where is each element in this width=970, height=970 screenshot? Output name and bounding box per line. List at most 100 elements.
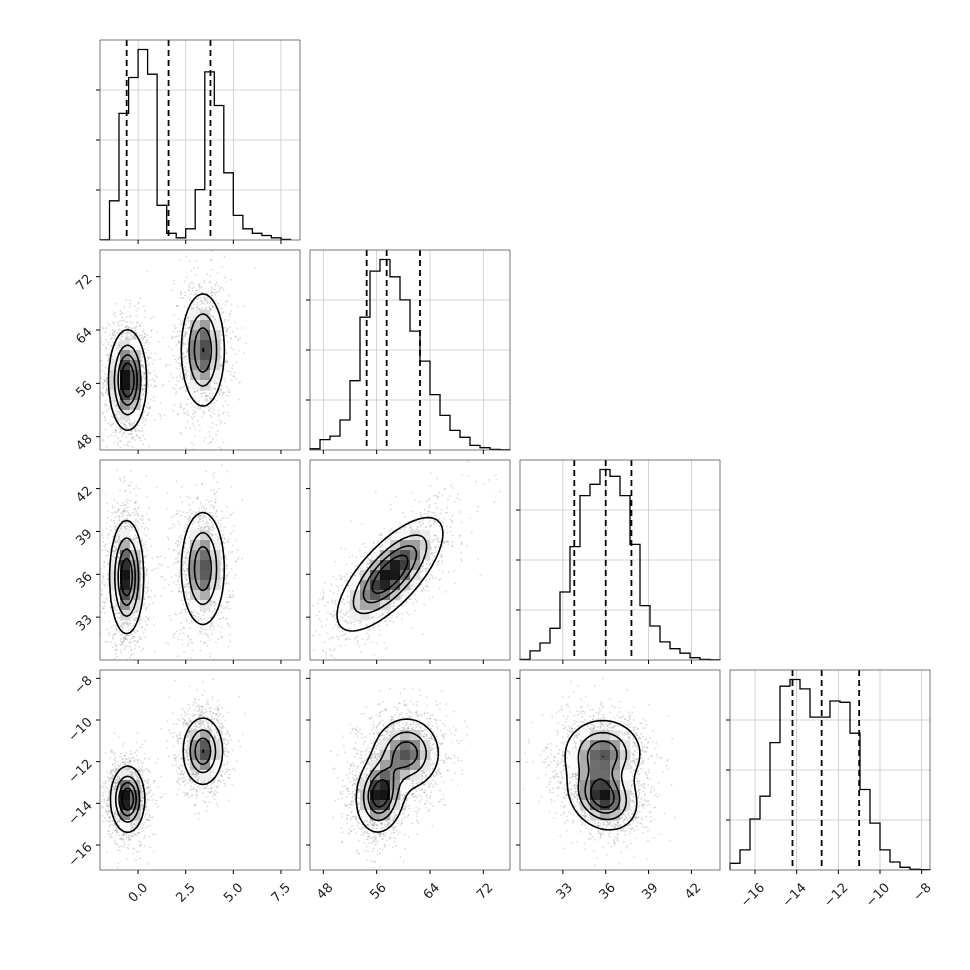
sample-point bbox=[185, 585, 188, 587]
sample-point bbox=[129, 338, 132, 340]
sample-point bbox=[226, 541, 229, 544]
sample-point bbox=[107, 534, 109, 536]
sample-point bbox=[211, 422, 214, 424]
sample-point bbox=[127, 326, 130, 329]
sample-point bbox=[131, 437, 134, 439]
sample-point bbox=[212, 316, 215, 318]
sample-point bbox=[220, 364, 223, 366]
sample-point bbox=[118, 518, 121, 521]
sample-point bbox=[212, 507, 215, 509]
sample-point bbox=[225, 617, 228, 620]
sample-point bbox=[125, 436, 128, 438]
sample-point bbox=[141, 383, 143, 386]
sample-point bbox=[106, 517, 109, 519]
sample-point bbox=[211, 504, 214, 507]
sample-point bbox=[101, 438, 104, 441]
sample-point bbox=[206, 395, 208, 397]
sample-point bbox=[117, 514, 120, 517]
sample-point bbox=[120, 623, 123, 626]
sample-point bbox=[219, 308, 221, 310]
sample-point bbox=[118, 329, 121, 331]
sample-point bbox=[116, 404, 118, 407]
sample-point bbox=[186, 349, 189, 352]
sample-point bbox=[137, 301, 140, 304]
sample-point bbox=[125, 504, 127, 506]
sample-point bbox=[135, 501, 138, 504]
sample-point bbox=[212, 292, 215, 294]
sample-point bbox=[186, 414, 189, 417]
sample-point bbox=[98, 385, 100, 387]
sample-point bbox=[184, 562, 187, 565]
sample-point bbox=[136, 537, 139, 539]
sample-point bbox=[118, 417, 121, 420]
sample-point bbox=[125, 522, 128, 524]
sample-point bbox=[178, 560, 181, 563]
sample-point bbox=[241, 327, 244, 329]
sample-point bbox=[151, 329, 153, 331]
sample-point bbox=[123, 639, 125, 642]
sample-point bbox=[177, 552, 179, 555]
sample-point bbox=[97, 378, 99, 380]
sample-point bbox=[120, 329, 123, 332]
sample-point bbox=[167, 642, 170, 645]
sample-point bbox=[213, 413, 216, 416]
sample-point bbox=[191, 423, 194, 425]
sample-point bbox=[124, 671, 126, 673]
sample-point bbox=[213, 471, 215, 474]
sample-point bbox=[112, 321, 114, 324]
sample-point bbox=[148, 445, 151, 448]
sample-point bbox=[178, 297, 181, 299]
sample-point bbox=[124, 621, 127, 624]
sample-point bbox=[114, 649, 117, 652]
sample-point bbox=[211, 386, 214, 389]
sample-point bbox=[196, 405, 199, 408]
sample-point bbox=[155, 376, 158, 378]
sample-point bbox=[177, 560, 179, 562]
sample-point bbox=[142, 330, 145, 333]
sample-point bbox=[200, 640, 202, 643]
sample-point bbox=[127, 514, 130, 517]
sample-point bbox=[137, 702, 139, 704]
sample-point bbox=[102, 378, 105, 380]
sample-point bbox=[111, 550, 114, 553]
sample-point bbox=[96, 548, 98, 550]
sample-point bbox=[134, 427, 137, 430]
sample-point bbox=[127, 326, 130, 329]
sample-point bbox=[213, 402, 216, 404]
sample-point bbox=[125, 326, 128, 329]
sample-point bbox=[122, 636, 125, 639]
sample-point bbox=[210, 441, 213, 444]
sample-point bbox=[136, 629, 138, 632]
sample-point bbox=[120, 334, 123, 337]
sample-point bbox=[201, 301, 204, 304]
sample-point bbox=[220, 348, 223, 351]
density-cell bbox=[200, 360, 211, 371]
sample-point bbox=[146, 406, 148, 409]
sample-point bbox=[176, 413, 179, 416]
sample-point bbox=[103, 379, 106, 382]
sample-point bbox=[210, 624, 213, 627]
sample-point bbox=[134, 337, 137, 339]
sample-point bbox=[124, 622, 126, 624]
sample-point bbox=[180, 406, 183, 409]
sample-point bbox=[208, 610, 211, 613]
sample-point bbox=[106, 381, 109, 384]
sample-point bbox=[140, 539, 143, 542]
sample-point bbox=[145, 592, 148, 595]
sample-point bbox=[112, 667, 114, 669]
sample-point bbox=[183, 570, 186, 572]
sample-point bbox=[103, 455, 105, 457]
sample-point bbox=[128, 484, 131, 487]
sample-point bbox=[215, 515, 218, 518]
sample-point bbox=[109, 338, 112, 341]
sample-point bbox=[211, 287, 214, 290]
sample-point bbox=[188, 516, 191, 519]
sample-point bbox=[122, 623, 125, 625]
sample-point bbox=[208, 662, 210, 664]
sample-point bbox=[178, 590, 180, 593]
sample-point bbox=[220, 286, 223, 289]
sample-point bbox=[181, 565, 184, 567]
sample-point bbox=[136, 514, 139, 517]
sample-point bbox=[220, 523, 222, 526]
sample-point bbox=[105, 377, 108, 380]
